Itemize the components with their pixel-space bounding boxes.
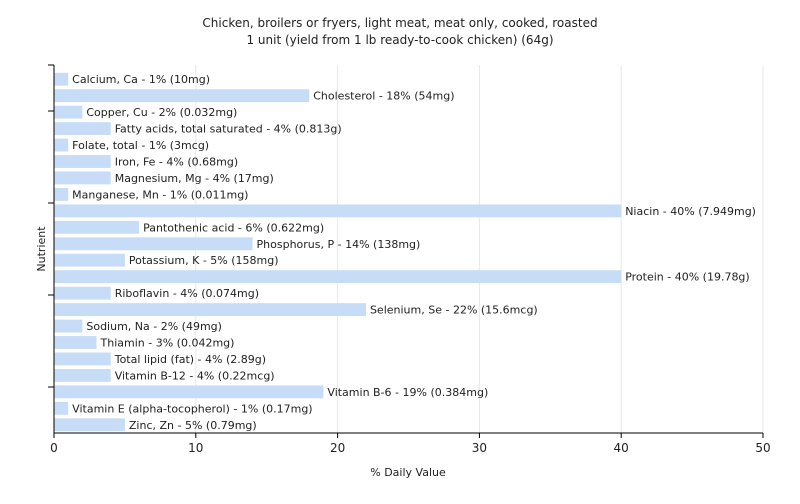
bar-label: Potassium, K - 5% (158mg) xyxy=(129,254,279,267)
x-tick-label: 50 xyxy=(755,441,770,455)
bar xyxy=(54,72,69,86)
x-tick-label: 0 xyxy=(50,441,58,455)
bar-label: Cholesterol - 18% (54mg) xyxy=(313,90,454,103)
bar-label: Magnesium, Mg - 4% (17mg) xyxy=(115,172,274,185)
bar-label: Manganese, Mn - 1% (0.011mg) xyxy=(72,188,248,201)
bar-label: Thiamin - 3% (0.042mg) xyxy=(100,337,235,350)
bar xyxy=(54,319,83,333)
grid-lines xyxy=(195,65,764,433)
bar-label: Sodium, Na - 2% (49mg) xyxy=(86,320,222,333)
x-axis-title: % Daily Value xyxy=(370,466,446,479)
bar xyxy=(54,138,69,152)
chart-title: Chicken, broilers or fryers, light meat,… xyxy=(202,16,597,30)
bar-label: Zinc, Zn - 5% (0.79mg) xyxy=(129,419,257,432)
x-tick-labels: 0 10 20 30 40 50 xyxy=(50,433,771,455)
bar xyxy=(54,270,622,284)
bar xyxy=(54,286,111,300)
bar-label: Vitamin B-6 - 19% (0.384mg) xyxy=(327,386,488,399)
bar xyxy=(54,336,97,349)
bar xyxy=(54,220,140,234)
bar xyxy=(54,155,111,168)
chart-subtitle: 1 unit (yield from 1 lb ready-to-cook ch… xyxy=(246,33,553,47)
bar xyxy=(54,204,622,218)
bar-label: Copper, Cu - 2% (0.032mg) xyxy=(86,106,237,119)
bars: Calcium, Ca - 1% (10mg) Cholesterol - 18%… xyxy=(54,72,756,432)
bar xyxy=(54,303,366,317)
bar-label: Calcium, Ca - 1% (10mg) xyxy=(72,73,210,86)
bar-label: Total lipid (fat) - 4% (2.89g) xyxy=(114,353,266,366)
x-tick-label: 10 xyxy=(188,441,203,455)
x-tick-label: 30 xyxy=(472,441,487,455)
bar xyxy=(54,122,111,136)
bar-label: Vitamin B-12 - 4% (0.22mcg) xyxy=(115,369,275,382)
bar xyxy=(54,253,125,267)
bar xyxy=(54,89,310,103)
bar-label: Protein - 40% (19.78g) xyxy=(625,271,750,284)
bar xyxy=(54,352,111,366)
bar xyxy=(54,418,125,432)
bar-label: Riboflavin - 4% (0.074mg) xyxy=(115,287,259,300)
y-axis-title: Nutrient xyxy=(35,226,48,272)
bar-label: Niacin - 40% (7.949mg) xyxy=(625,205,756,218)
bar-label: Selenium, Se - 22% (15.6mcg) xyxy=(370,304,538,317)
axes xyxy=(48,64,763,434)
bar-label: Vitamin E (alpha-tocopherol) - 1% (0.17m… xyxy=(72,402,312,415)
bar-label: Iron, Fe - 4% (0.68mg) xyxy=(115,156,238,169)
bar xyxy=(54,368,111,382)
bar-label: Folate, total - 1% (3mcg) xyxy=(72,139,209,152)
bar xyxy=(54,171,111,185)
x-tick-label: 40 xyxy=(614,441,629,455)
bar-label: Pantothenic acid - 6% (0.622mg) xyxy=(143,221,324,234)
bar-label: Fatty acids, total saturated - 4% (0.813… xyxy=(115,123,342,136)
bar-label: Phosphorus, P - 14% (138mg) xyxy=(257,238,421,251)
bar xyxy=(54,237,253,251)
bar xyxy=(54,401,69,415)
bar xyxy=(54,385,324,399)
x-tick-label: 20 xyxy=(330,441,345,455)
bar xyxy=(54,105,83,119)
bar xyxy=(54,187,69,201)
